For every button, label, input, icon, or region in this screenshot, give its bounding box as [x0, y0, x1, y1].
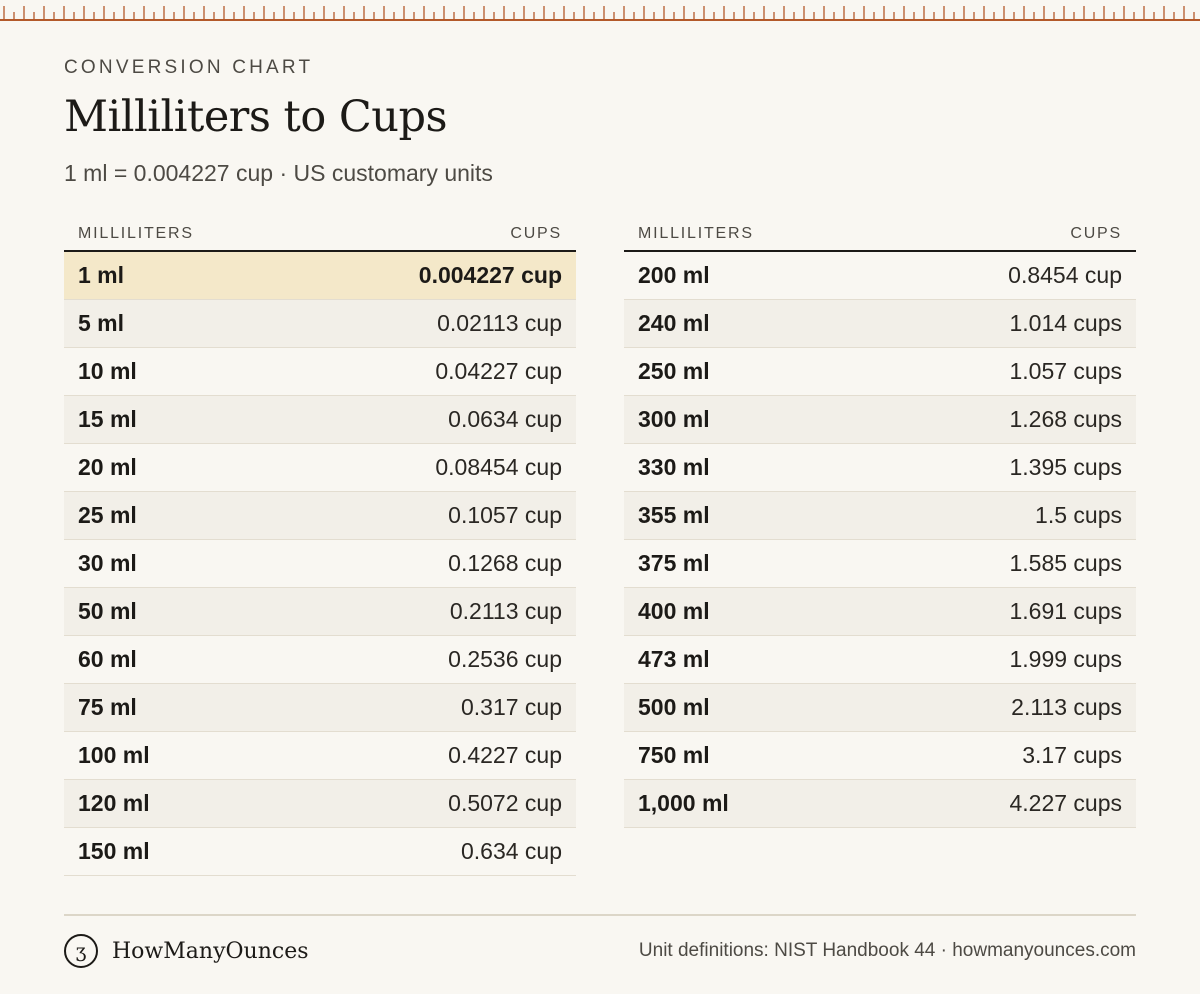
cups-value: 1.5 cups: [1035, 502, 1122, 528]
ml-value: 1,000 ml: [638, 790, 729, 816]
table-row: 250 ml 1.057 cups: [624, 348, 1136, 396]
cups-value: 4.227 cups: [1009, 790, 1122, 816]
cups-value: 1.057 cups: [1009, 358, 1122, 384]
table-row: 330 ml 1.395 cups: [624, 444, 1136, 492]
ml-value: 25 ml: [78, 502, 137, 528]
page-subtitle: 1 ml = 0.004227 cup · US customary units: [64, 160, 493, 186]
cups-value: 0.08454 cup: [435, 454, 562, 480]
brand-mark-icon: ʒ: [64, 934, 98, 968]
table-row: 1 ml 0.004227 cup: [64, 252, 576, 300]
ml-value: 375 ml: [638, 550, 710, 576]
cups-value: 0.1268 cup: [448, 550, 562, 576]
column-header-cups: CUPS: [1070, 225, 1122, 242]
cups-value: 0.8454 cup: [1008, 262, 1122, 288]
table-row: 473 ml 1.999 cups: [624, 636, 1136, 684]
cups-value: 1.014 cups: [1009, 310, 1122, 336]
table-row: 150 ml 0.634 cup: [64, 828, 576, 876]
table-row: 20 ml 0.08454 cup: [64, 444, 576, 492]
table-row: 15 ml 0.0634 cup: [64, 396, 576, 444]
cups-value: 1.585 cups: [1009, 550, 1122, 576]
cups-value: 0.004227 cup: [418, 262, 562, 288]
ml-value: 355 ml: [638, 502, 710, 528]
ml-value: 10 ml: [78, 358, 137, 384]
table-row: 10 ml 0.04227 cup: [64, 348, 576, 396]
brand-name: HowManyOunces: [112, 938, 309, 964]
table-row: 50 ml 0.2113 cup: [64, 588, 576, 636]
footer-divider: [64, 914, 1136, 916]
cups-value: 0.2113 cup: [449, 598, 562, 624]
ml-value: 75 ml: [78, 694, 137, 720]
cups-value: 0.02113 cup: [437, 310, 562, 336]
eyebrow-label: CONVERSION CHART: [64, 57, 314, 78]
table-row: 100 ml 0.4227 cup: [64, 732, 576, 780]
column-header-cups: CUPS: [510, 225, 562, 242]
ml-value: 60 ml: [78, 646, 137, 672]
ml-value: 100 ml: [78, 742, 150, 768]
ml-value: 300 ml: [638, 406, 710, 432]
ml-value: 250 ml: [638, 358, 710, 384]
cups-value: 0.0634 cup: [448, 406, 562, 432]
ruler-ticks: [0, 6, 1200, 21]
page-title: Milliliters to Cups: [64, 92, 448, 142]
cups-value: 0.5072 cup: [448, 790, 562, 816]
cups-value: 3.17 cups: [1022, 742, 1122, 768]
ml-value: 400 ml: [638, 598, 710, 624]
ml-value: 473 ml: [638, 646, 710, 672]
table-row: 750 ml 3.17 cups: [624, 732, 1136, 780]
ml-value: 750 ml: [638, 742, 710, 768]
cups-value: 0.1057 cup: [448, 502, 562, 528]
cups-value: 1.691 cups: [1009, 598, 1122, 624]
cups-value: 0.2536 cup: [448, 646, 562, 672]
ml-value: 1 ml: [78, 262, 125, 288]
ml-value: 50 ml: [78, 598, 137, 624]
cups-value: 0.634 cup: [460, 838, 562, 864]
table-row: 60 ml 0.2536 cup: [64, 636, 576, 684]
ml-value: 150 ml: [78, 838, 150, 864]
ruler-strip: [0, 0, 1200, 22]
cups-value: 0.317 cup: [460, 694, 562, 720]
ml-value: 30 ml: [78, 550, 137, 576]
cups-value: 2.113 cups: [1011, 694, 1122, 720]
table-header: MILLILITERS CUPS: [624, 218, 1136, 252]
table-row: 355 ml 1.5 cups: [624, 492, 1136, 540]
column-header-milliliters: MILLILITERS: [638, 225, 754, 242]
table-row: 200 ml 0.8454 cup: [624, 252, 1136, 300]
ml-value: 5 ml: [78, 310, 125, 336]
table-row: 5 ml 0.02113 cup: [64, 300, 576, 348]
ml-value: 20 ml: [78, 454, 137, 480]
table-row: 240 ml 1.014 cups: [624, 300, 1136, 348]
conversion-table-left: MILLILITERS CUPS 1 ml 0.004227 cup 5 ml 0.…: [64, 218, 576, 876]
table-row: 500 ml 2.113 cups: [624, 684, 1136, 732]
table-header: MILLILITERS CUPS: [64, 218, 576, 252]
table-row: 300 ml 1.268 cups: [624, 396, 1136, 444]
table-row: 375 ml 1.585 cups: [624, 540, 1136, 588]
ml-value: 240 ml: [638, 310, 710, 336]
table-row: 25 ml 0.1057 cup: [64, 492, 576, 540]
table-row: 120 ml 0.5072 cup: [64, 780, 576, 828]
ml-value: 15 ml: [78, 406, 137, 432]
ml-value: 330 ml: [638, 454, 710, 480]
table-row: 1,000 ml 4.227 cups: [624, 780, 1136, 828]
cups-value: 1.395 cups: [1009, 454, 1122, 480]
cups-value: 1.268 cups: [1009, 406, 1122, 432]
ml-value: 120 ml: [78, 790, 150, 816]
cups-value: 1.999 cups: [1009, 646, 1122, 672]
table-row: 400 ml 1.691 cups: [624, 588, 1136, 636]
table-row: 75 ml 0.317 cup: [64, 684, 576, 732]
ml-value: 500 ml: [638, 694, 710, 720]
column-header-milliliters: MILLILITERS: [78, 225, 194, 242]
conversion-table-right: MILLILITERS CUPS 200 ml 0.8454 cup 240 ml…: [624, 218, 1136, 828]
cups-value: 0.4227 cup: [448, 742, 562, 768]
cups-value: 0.04227 cup: [435, 358, 562, 384]
source-footnote: Unit definitions: NIST Handbook 44 · how…: [638, 940, 1136, 961]
table-row: 30 ml 0.1268 cup: [64, 540, 576, 588]
brand-logo[interactable]: ʒ HowManyOunces: [64, 934, 309, 968]
ml-value: 200 ml: [638, 262, 710, 288]
